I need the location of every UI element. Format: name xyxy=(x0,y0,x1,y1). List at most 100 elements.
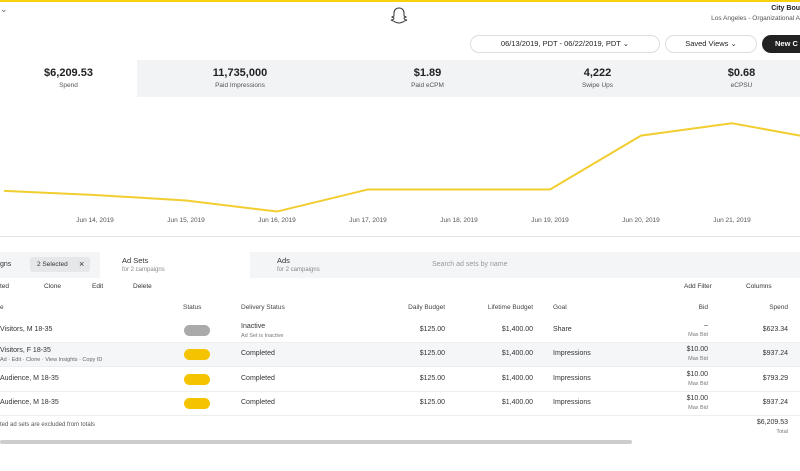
metric-tab[interactable]: $1.89 Paid eCPM xyxy=(343,60,513,97)
line xyxy=(3,122,800,213)
date-range[interactable]: 06/13/2019, PDT - 06/22/2019, PDT ⌄ xyxy=(470,35,660,53)
org-name: Los Angeles - Organizational A xyxy=(711,15,800,22)
spend: $623.34 xyxy=(762,326,788,333)
campaigns-tab[interactable]: gns xyxy=(0,261,12,268)
column-header: Delivery Status xyxy=(241,304,285,311)
selected-text: 2 Selected xyxy=(37,261,68,268)
daily-budget: $125.00 xyxy=(419,326,445,333)
ad-set-name[interactable]: Visitors, M 18-35 xyxy=(0,326,53,333)
lifetime-budget: $1,400.00 xyxy=(501,375,533,382)
total: $6,209.53 xyxy=(756,419,788,426)
spend: $793.29 xyxy=(762,375,788,382)
status-toggle[interactable] xyxy=(184,398,210,409)
metric-tab[interactable]: 11,735,000 Paid Impressions xyxy=(137,60,344,97)
daily-budget: $125.00 xyxy=(419,399,445,406)
column-header: e xyxy=(0,304,4,311)
column-header: Daily Budget xyxy=(408,304,445,311)
metric-value: 11,735,000 xyxy=(212,67,268,79)
row-divider xyxy=(0,415,800,416)
column-header: Status xyxy=(183,304,202,311)
column-header: Bid xyxy=(698,304,708,311)
delivery-status: Completed xyxy=(241,375,275,382)
status-toggle[interactable] xyxy=(184,374,210,385)
x-tick-label: Jun 17, 2019 xyxy=(349,217,387,224)
bid-sub: Max Bid xyxy=(688,332,708,338)
add-filter[interactable]: Add Filter xyxy=(684,283,712,290)
column-header: Goal xyxy=(553,304,567,311)
metric-value: 4,222 xyxy=(583,67,612,79)
delivery-status: Completed xyxy=(241,350,275,357)
spend: $937.24 xyxy=(762,350,788,357)
clone[interactable]: Clone xyxy=(44,283,61,290)
goal: Impressions xyxy=(553,350,591,357)
chart: Jun 14, 2019 Jun 15, 2019 Jun 16, 2019 Jun … xyxy=(3,122,800,224)
selected-close[interactable]: × xyxy=(79,259,85,269)
saved-views[interactable]: Saved Views ⌄ xyxy=(665,35,757,53)
metric-value: $1.89 xyxy=(413,67,442,79)
row-highlight xyxy=(0,343,800,367)
ad-set-name[interactable]: Visitors, F 18-35 xyxy=(0,347,51,354)
metric-label: Swipe Ups xyxy=(581,82,614,89)
status-toggle[interactable] xyxy=(184,325,210,336)
bid-sub: Max Bid xyxy=(688,356,708,362)
lifetime-budget: $1,400.00 xyxy=(501,399,533,406)
column-header: Lifetime Budget xyxy=(487,304,533,311)
top-stripe xyxy=(0,0,800,2)
row-divider xyxy=(0,366,800,367)
bid-sub: Max Bid xyxy=(688,381,708,387)
menu[interactable]: ⌄ xyxy=(0,4,8,14)
metric-label: eCPSU xyxy=(730,82,753,89)
ad-set-name[interactable]: Audience, M 18-35 xyxy=(0,399,59,406)
logo xyxy=(390,7,408,24)
daily-budget: $125.00 xyxy=(419,375,445,382)
x-tick-label: Jun 15, 2019 xyxy=(167,217,205,224)
column-header: Spend xyxy=(769,304,788,311)
search[interactable]: Search ad sets by name xyxy=(432,261,508,268)
ad-set-name[interactable]: Audience, M 18-35 xyxy=(0,375,59,382)
x-tick-label: Jun 20, 2019 xyxy=(622,217,660,224)
x-tick-label: Jun 21, 2019 xyxy=(713,217,751,224)
lifetime-budget: $1,400.00 xyxy=(501,326,533,333)
columns[interactable]: Columns xyxy=(746,283,772,290)
bid: $10.00 xyxy=(686,346,708,353)
bid: – xyxy=(704,322,708,329)
goal: Share xyxy=(553,326,572,333)
bid-sub: Max Bid xyxy=(688,405,708,411)
metric-label: Paid Impressions xyxy=(215,82,265,89)
metric-label: Paid eCPM xyxy=(411,82,444,89)
row-actions[interactable]: Ad · Edit · Clone · View Insights · Copy… xyxy=(0,357,103,363)
x-tick-label: Jun 14, 2019 xyxy=(76,217,114,224)
metric-value: $0.68 xyxy=(727,67,756,79)
row-divider xyxy=(0,391,800,392)
lifetime-budget: $1,400.00 xyxy=(501,350,533,357)
metric-tab[interactable]: $0.68 eCPSU xyxy=(683,60,800,97)
goal: Impressions xyxy=(553,399,591,406)
select-all[interactable]: ted xyxy=(0,283,10,290)
delete[interactable]: Delete xyxy=(133,283,152,290)
delivery-status: Completed xyxy=(241,399,275,406)
footer-note: ted ad sets are excluded from totals xyxy=(0,422,96,428)
metric-tab[interactable]: 4,222 Swipe Ups xyxy=(512,60,684,97)
spend: $937.24 xyxy=(762,399,788,406)
scrollbar xyxy=(0,440,632,444)
ad-sets-tab[interactable] xyxy=(100,252,250,278)
metric-value: $6,209.53 xyxy=(44,67,93,79)
ad-sets-title: Ad Sets xyxy=(122,256,149,265)
x-tick-label: Jun 18, 2019 xyxy=(440,217,478,224)
status-toggle[interactable] xyxy=(184,349,210,360)
x-tick-label: Jun 19, 2019 xyxy=(531,217,569,224)
ads-sub: for 2 campaigns xyxy=(277,267,320,273)
selected-pill[interactable] xyxy=(30,257,90,272)
bid: $10.00 xyxy=(686,371,708,378)
metric-label: Spend xyxy=(59,82,78,89)
edit[interactable]: Edit xyxy=(92,283,104,290)
ad-sets-sub: for 2 campaigns xyxy=(122,267,165,273)
new-button[interactable]: New C xyxy=(762,35,800,53)
delivery-sub: Ad Set is Inactive xyxy=(241,333,284,339)
delivery-status: Inactive xyxy=(241,323,266,330)
daily-budget: $125.00 xyxy=(419,350,445,357)
x-tick-label: Jun 16, 2019 xyxy=(258,217,296,224)
metric-tab[interactable]: $6,209.53 Spend xyxy=(0,60,138,97)
ads-title[interactable]: Ads xyxy=(277,256,290,265)
